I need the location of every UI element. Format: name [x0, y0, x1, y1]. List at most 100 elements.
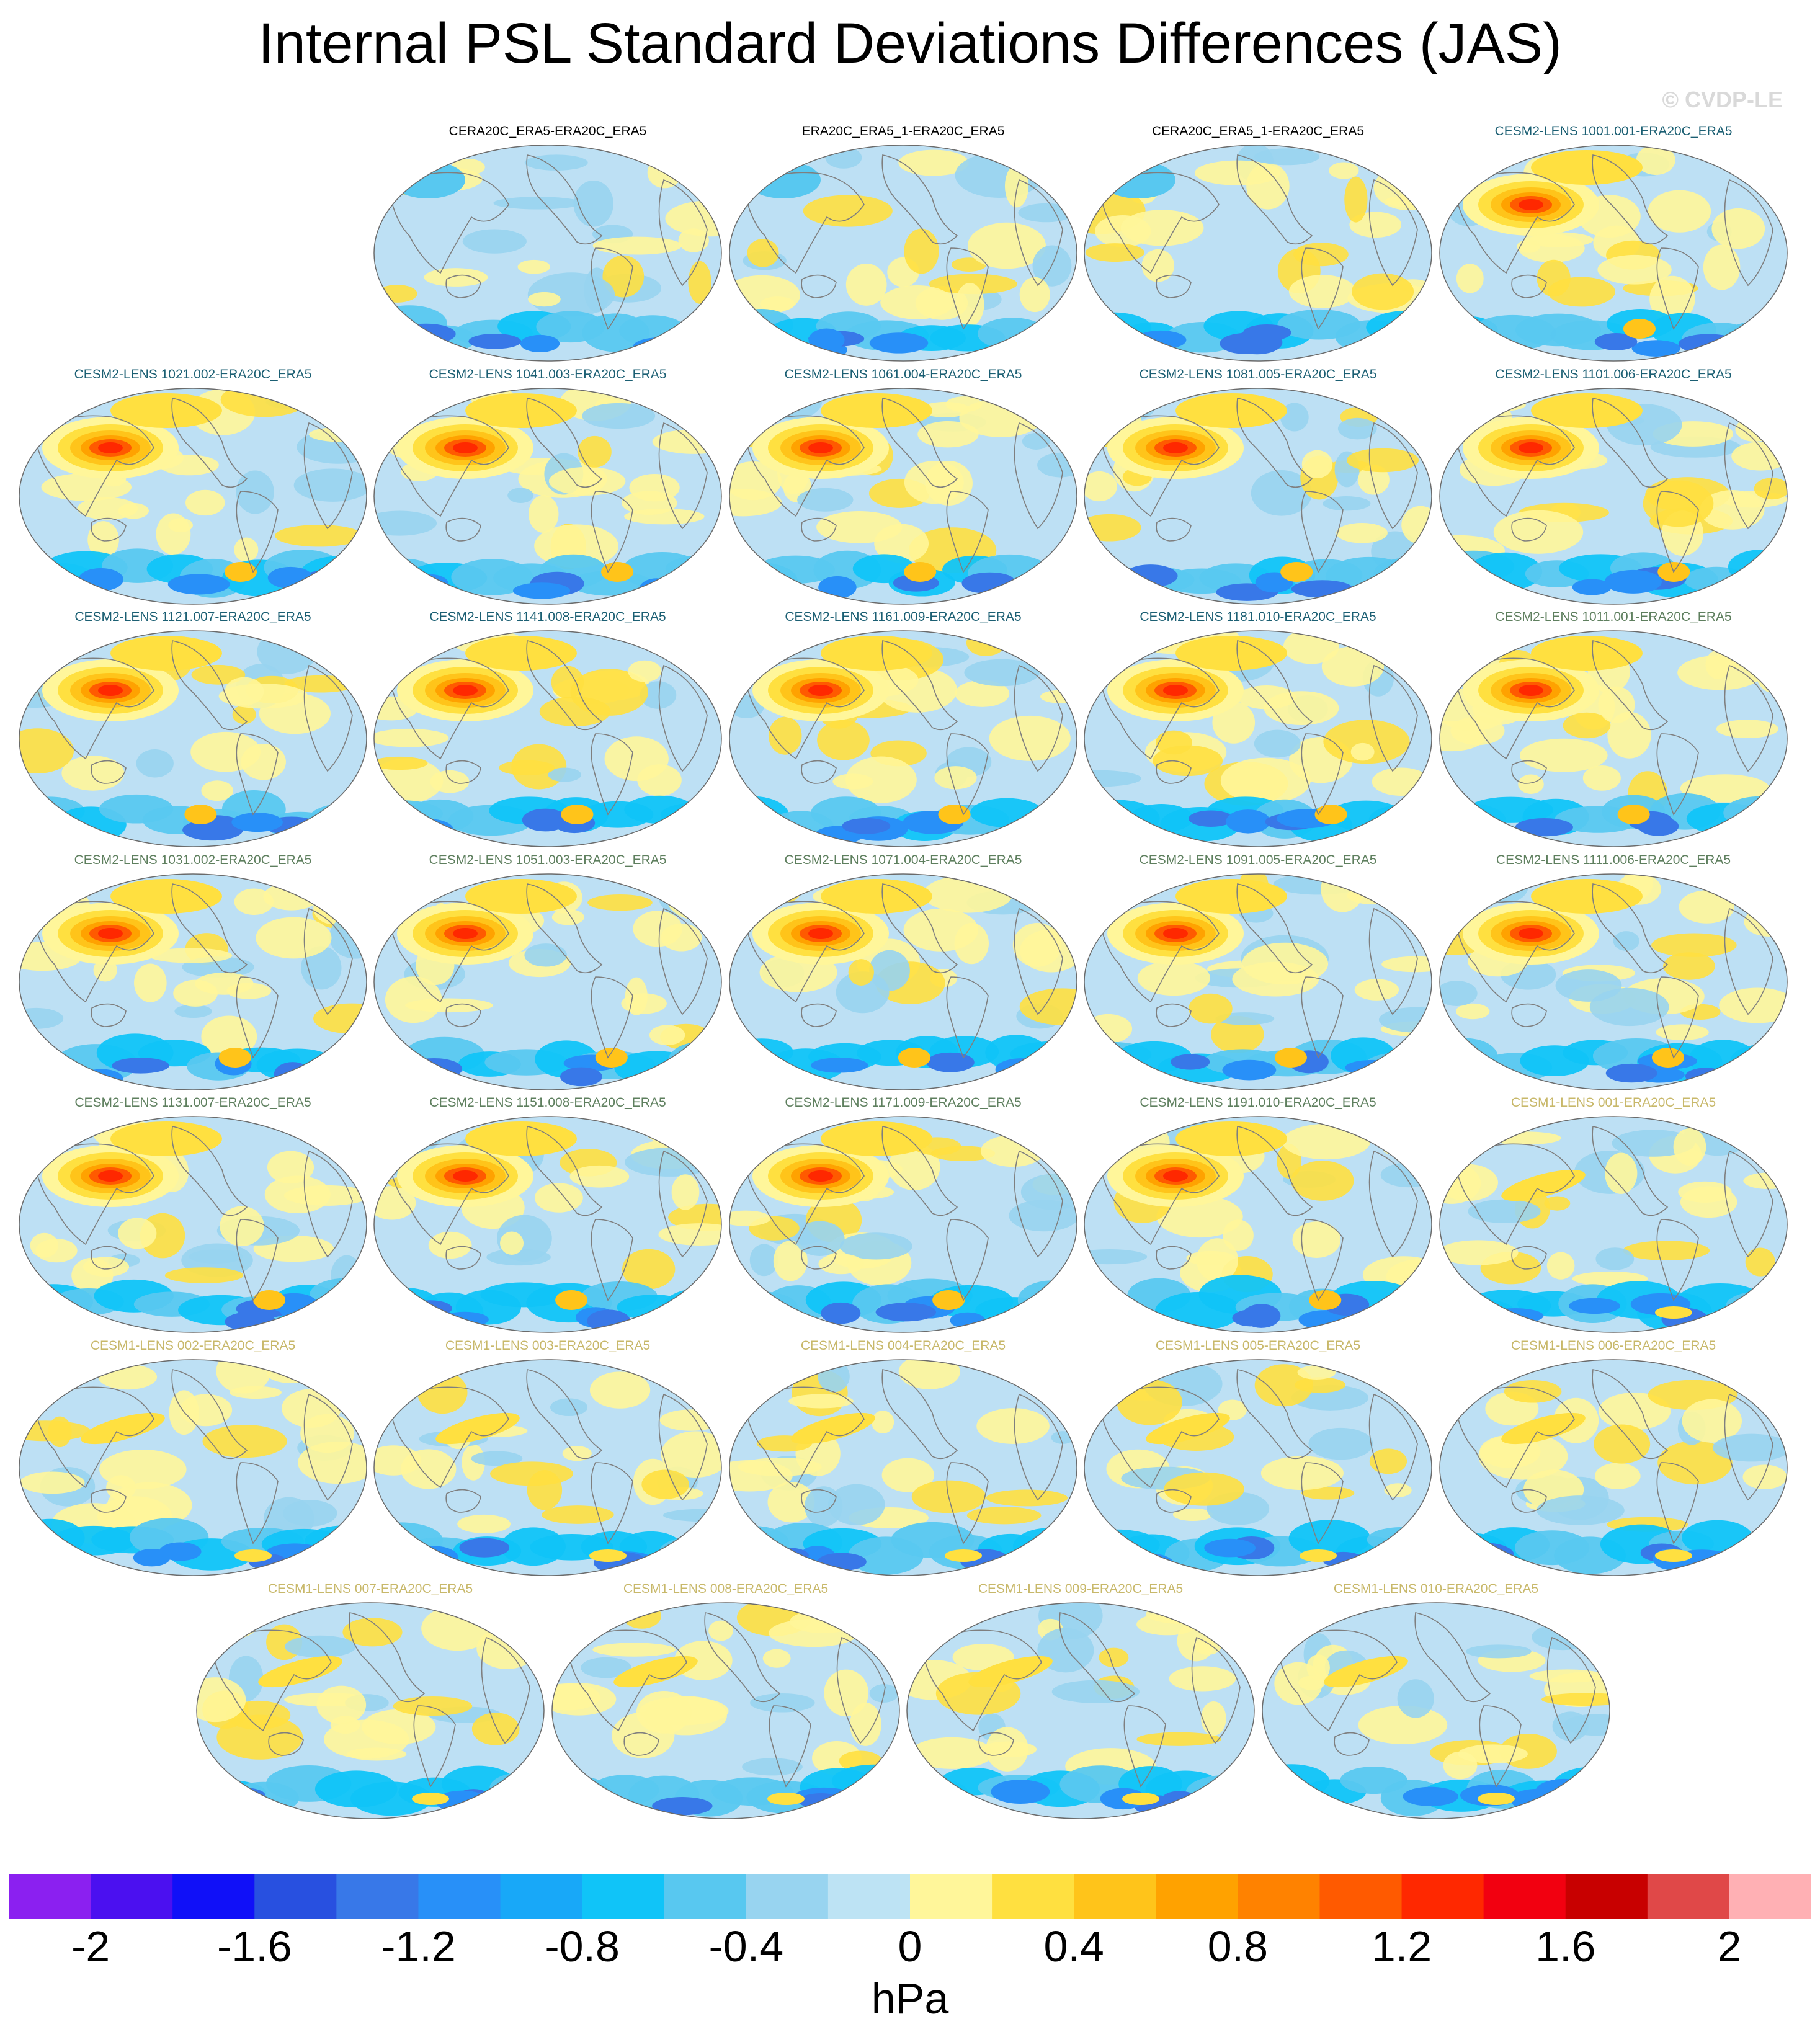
- variance-blob: [845, 756, 917, 803]
- southern-ocean-core: [632, 337, 684, 358]
- variance-blob: [628, 660, 662, 682]
- asia-coastline: [1456, 1143, 1575, 1246]
- variance-blob: [1488, 1131, 1561, 1145]
- variance-blob: [640, 681, 677, 709]
- variance-blob: [1649, 275, 1695, 323]
- southern-ocean-core: [1123, 564, 1178, 587]
- north-pacific-anomaly: [1501, 1412, 1586, 1445]
- panel-title: CESM1-LENS 005-ERA20C_ERA5: [1155, 1339, 1361, 1353]
- variance-blob: [827, 1484, 885, 1525]
- north-america-coastline: [1236, 883, 1313, 974]
- colorbar-tick-label: -1.6: [216, 1922, 292, 1971]
- south-america-coastline: [591, 491, 633, 573]
- southern-ocean-core: [652, 1797, 713, 1816]
- map-outline: [373, 1359, 722, 1576]
- variance-blob: [570, 669, 648, 716]
- variance-blob: [845, 264, 887, 306]
- map-outline: [729, 630, 1077, 847]
- variance-blob: [708, 1620, 733, 1641]
- variance-blob: [1589, 987, 1669, 1027]
- south-america-coastline: [1656, 1219, 1699, 1301]
- australia-coastline: [445, 1246, 481, 1270]
- panel-title: CESM1-LENS 007-ERA20C_ERA5: [267, 1582, 473, 1596]
- variance-blob: [934, 766, 977, 790]
- variance-blob: [1636, 145, 1675, 176]
- colorbar-swatch: [336, 1874, 419, 1919]
- north-pacific-anomaly: [98, 1170, 123, 1182]
- north-pacific-anomaly: [1519, 685, 1543, 696]
- map-panel: CESM2-LENS 1131.007-ERA20C_ERA5: [17, 1095, 368, 1337]
- variance-blob: [1700, 490, 1765, 530]
- africa-europe-coastline: [1724, 179, 1773, 287]
- africa-europe-coastline: [1191, 1636, 1241, 1744]
- world-map: [1439, 630, 1788, 847]
- variance-blob: [767, 1482, 815, 1523]
- variance-blob: [61, 756, 125, 791]
- southern-ocean-blob: [1372, 1298, 1432, 1326]
- world-map: [19, 873, 367, 1090]
- variance-blob: [1597, 254, 1672, 285]
- variance-blob: [1476, 149, 1523, 164]
- southern-ocean-blob: [670, 326, 721, 355]
- africa-europe-coastline: [481, 1636, 530, 1744]
- variance-blob: [966, 1507, 1042, 1525]
- north-america-coastline: [526, 1126, 603, 1216]
- southern-ocean-core: [406, 574, 448, 591]
- map-panel: CESM2-LENS 1011.001-ERA20C_ERA5: [1438, 610, 1789, 852]
- arctic-anomaly: [110, 1121, 222, 1156]
- asia-coastline: [746, 1386, 865, 1489]
- variance-blob: [476, 1628, 537, 1669]
- variance-blob: [174, 1004, 212, 1018]
- africa-europe-coastline: [303, 422, 353, 530]
- north-america-coastline: [1592, 883, 1669, 974]
- world-map: [729, 630, 1077, 847]
- variance-blob: [1084, 1372, 1120, 1402]
- north-america-coastline: [1592, 1369, 1669, 1460]
- southern-ocean-core: [467, 1798, 515, 1815]
- variance-blob: [824, 1669, 869, 1717]
- south-america-coastline: [591, 733, 633, 816]
- colorbar-tick-label: 0.8: [1207, 1922, 1269, 1971]
- colorbar-tick-label: 1.2: [1371, 1922, 1432, 1971]
- variance-blob: [817, 720, 870, 760]
- southern-ocean-core: [842, 818, 891, 834]
- australia-coastline: [1511, 517, 1547, 542]
- map-outline: [19, 873, 367, 1090]
- colorbar-swatch: [254, 1874, 337, 1919]
- arctic-anomaly: [465, 636, 577, 671]
- asia-coastline: [213, 1629, 332, 1732]
- variance-blob: [604, 736, 669, 782]
- north-pacific-anomaly: [808, 928, 833, 939]
- australia-coastline: [91, 1246, 127, 1270]
- variance-blob: [625, 977, 648, 1015]
- variance-blob: [904, 228, 939, 274]
- variance-blob: [1598, 686, 1635, 723]
- north-america-coastline: [1592, 154, 1669, 245]
- negative-anomaly: [1101, 161, 1175, 198]
- map-outline: [19, 388, 367, 605]
- variance-blob: [955, 152, 1044, 198]
- australia-coastline: [445, 517, 481, 542]
- panel-title: CESM1-LENS 010-ERA20C_ERA5: [1333, 1582, 1539, 1596]
- colorbar-swatch: [91, 1874, 173, 1919]
- southern-positive-blob: [1651, 1048, 1684, 1068]
- southern-ocean-core: [818, 576, 857, 599]
- southern-ocean-core: [399, 1069, 460, 1089]
- south-america-coastline: [591, 1462, 633, 1544]
- south-america-coastline: [946, 491, 989, 573]
- variance-blob: [293, 468, 367, 502]
- variance-blob: [1358, 465, 1390, 495]
- variance-blob: [201, 780, 234, 801]
- variance-blob: [77, 497, 138, 520]
- variance-blob: [825, 146, 862, 169]
- africa-europe-coastline: [1724, 907, 1773, 1015]
- map-panel: CESM2-LENS 1051.003-ERA20C_ERA5: [372, 853, 723, 1095]
- variance-blob: [1019, 277, 1050, 313]
- colorbar-tick-label: -1.2: [381, 1922, 456, 1971]
- southern-positive-blob: [1300, 1549, 1337, 1562]
- southern-ocean-core: [1594, 333, 1638, 350]
- asia-coastline: [390, 901, 509, 1003]
- southern-ocean-core: [746, 1066, 788, 1090]
- map-panel: CESM2-LENS 1141.008-ERA20C_ERA5: [372, 610, 723, 852]
- variance-blob: [1381, 956, 1432, 973]
